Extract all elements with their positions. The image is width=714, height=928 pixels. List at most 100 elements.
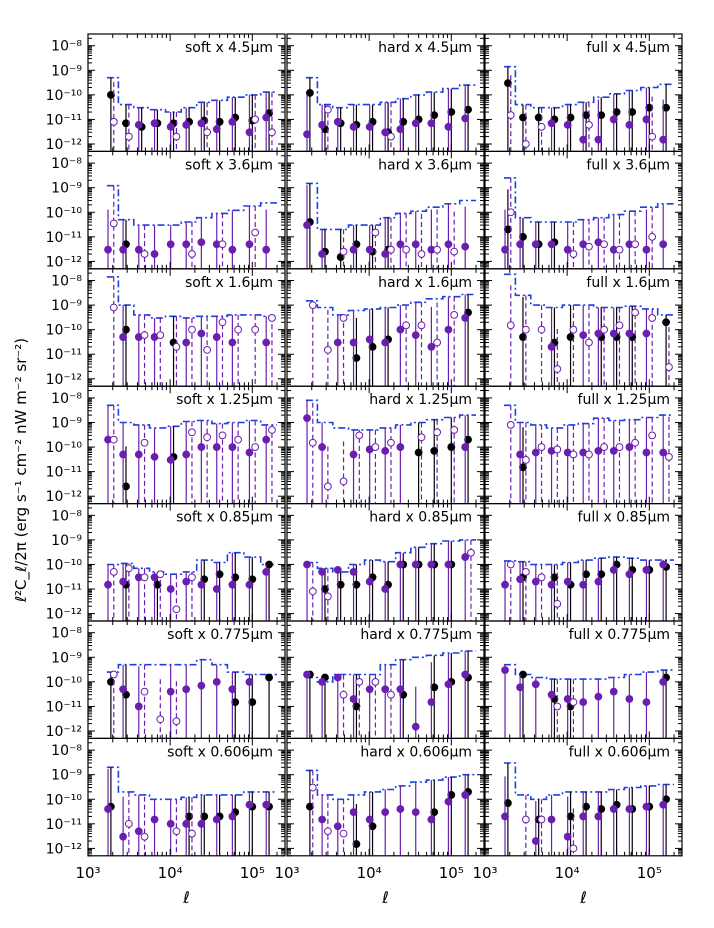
data-point-open xyxy=(109,117,118,126)
data-point-open xyxy=(188,829,196,838)
data-point-open xyxy=(433,338,442,347)
data-point-open xyxy=(172,827,181,836)
data-point-open xyxy=(450,247,459,256)
data-point-filled xyxy=(396,125,405,134)
data-point-filled xyxy=(444,325,453,334)
data-point-open xyxy=(140,832,149,841)
panel: full x 1.6μm xyxy=(484,268,683,387)
y-tick-label: 10⁻⁸ xyxy=(51,508,82,524)
data-point-filled xyxy=(349,695,358,703)
data-point-filled xyxy=(262,113,271,122)
panel-plot-area xyxy=(501,762,674,856)
data-point-filled xyxy=(182,577,191,586)
data-point-open xyxy=(339,690,348,699)
data-point-filled xyxy=(365,245,374,254)
data-point-open xyxy=(339,829,348,838)
data-point-filled xyxy=(365,122,374,131)
data-point-filled xyxy=(349,450,358,459)
limit-step-line xyxy=(106,184,277,226)
x-tick-label: 10⁵ xyxy=(439,864,464,882)
panel-title: soft x 1.6μm xyxy=(185,275,273,291)
data-point-filled xyxy=(365,577,374,586)
data-point-filled xyxy=(547,342,556,351)
panel: hard x 3.6μm xyxy=(286,150,485,270)
data-point-open xyxy=(140,573,149,582)
data-point-open xyxy=(521,325,530,334)
data-point-filled xyxy=(303,670,311,679)
data-point-open xyxy=(234,325,243,334)
data-point-filled xyxy=(107,90,115,99)
data-point-open xyxy=(600,325,609,334)
data-point-filled xyxy=(427,815,436,824)
data-point-filled xyxy=(579,580,588,589)
limit-step-line xyxy=(106,404,277,429)
panel: hard x 0.775μm xyxy=(286,620,485,740)
data-point-filled xyxy=(642,329,651,338)
data-point-open xyxy=(537,443,546,451)
data-point-open xyxy=(124,564,133,573)
data-point-filled xyxy=(349,808,358,817)
limit-step-line xyxy=(305,76,476,109)
data-point-filled xyxy=(396,443,405,451)
data-point-open xyxy=(371,443,380,451)
panel: full x 0.775μm xyxy=(484,620,683,740)
y-tick-label: 10⁻⁸ xyxy=(51,156,82,172)
data-point-open xyxy=(417,433,426,442)
data-point-open xyxy=(109,567,118,576)
data-point-open xyxy=(521,140,530,148)
data-point-filled xyxy=(396,805,405,813)
data-point-filled xyxy=(182,685,191,694)
data-point-filled xyxy=(318,567,327,576)
data-point-open xyxy=(553,365,562,373)
data-point-open xyxy=(615,321,624,330)
panel-plot-area xyxy=(305,293,476,387)
data-point-filled xyxy=(579,812,588,821)
data-point-open xyxy=(506,321,515,330)
panel: full x 4.5μm xyxy=(484,33,683,153)
data-point-filled xyxy=(642,245,651,254)
panel-title: full x 0.775μm xyxy=(569,627,670,643)
panel: full x 0.85μm xyxy=(484,503,683,622)
data-point-open xyxy=(648,232,657,241)
data-point-open xyxy=(234,435,243,444)
data-point-open xyxy=(631,240,640,249)
data-point-open xyxy=(417,250,426,258)
data-point-filled xyxy=(609,329,618,338)
data-point-filled xyxy=(563,245,572,254)
data-point-filled xyxy=(547,690,556,699)
data-point-filled xyxy=(150,250,159,258)
data-point-filled xyxy=(547,580,556,589)
data-point-open xyxy=(203,128,212,137)
data-point-filled xyxy=(318,250,327,258)
data-point-open xyxy=(172,342,181,351)
data-point-filled xyxy=(461,791,470,799)
x-tick-label: 10⁴ xyxy=(555,864,580,882)
y-tick-label: 10⁻¹¹ xyxy=(46,112,82,128)
panel-plot-area xyxy=(303,539,476,621)
data-point-filled xyxy=(563,120,572,129)
x-axis-label: ℓ xyxy=(579,888,587,907)
y-tick-label: 10⁻⁹ xyxy=(51,768,82,784)
data-point-open xyxy=(218,431,227,440)
data-point-filled xyxy=(262,800,271,809)
data-point-filled xyxy=(197,819,206,828)
data-point-filled xyxy=(303,130,311,139)
x-tick-label: 10⁵ xyxy=(637,864,662,882)
y-tick-label: 10⁻¹⁰ xyxy=(46,88,83,104)
data-point-open xyxy=(109,435,118,444)
data-point-open xyxy=(521,456,530,464)
data-point-open xyxy=(387,132,395,141)
data-point-filled xyxy=(444,240,453,249)
data-point-open xyxy=(156,331,165,340)
panel-title: hard x 0.606μm xyxy=(360,744,472,760)
panel-grid: soft x 4.5μm 10⁻⁸ 10⁻⁹ 10⁻¹⁰ 10⁻¹¹ 10⁻¹² hard … xyxy=(46,33,683,907)
data-point-open xyxy=(109,303,118,312)
data-point-filled xyxy=(447,443,456,451)
data-point-filled xyxy=(333,822,342,831)
x-tick-label: 10⁴ xyxy=(158,864,183,882)
data-point-open xyxy=(109,219,118,228)
data-point-open xyxy=(506,111,515,120)
data-point-filled xyxy=(609,115,618,124)
panel: hard x 1.25μm xyxy=(286,385,485,505)
